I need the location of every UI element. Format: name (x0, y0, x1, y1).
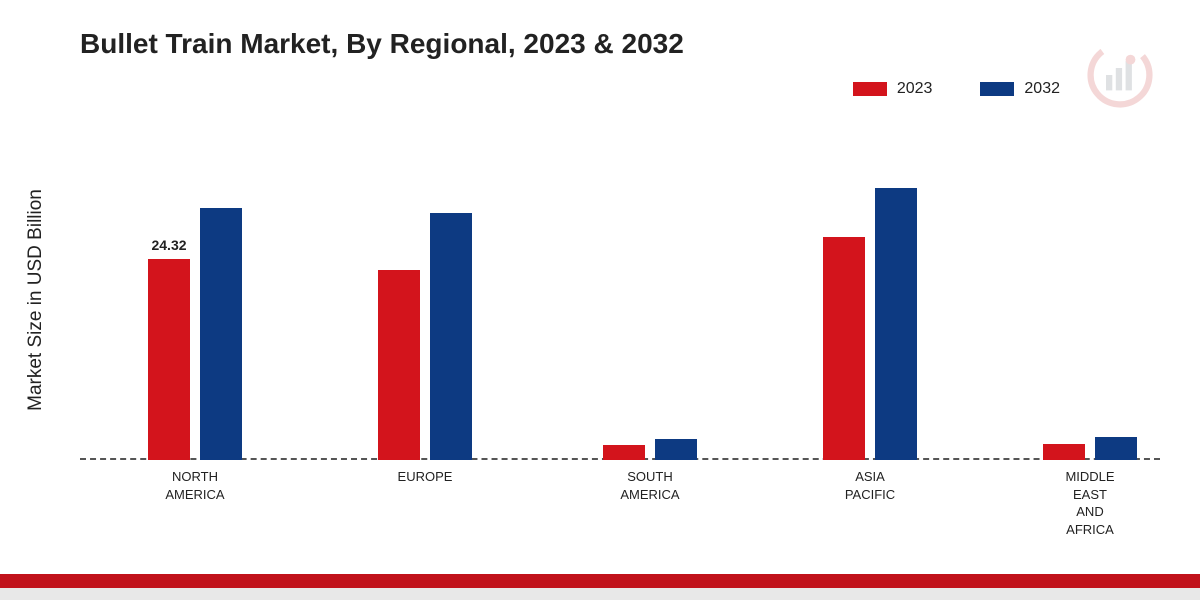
x-axis-category-label: ASIA PACIFIC (800, 468, 940, 503)
bar-group (815, 188, 925, 460)
legend-item-2023: 2023 (853, 80, 933, 98)
legend-swatch-2023 (853, 82, 887, 96)
x-axis-category-label: SOUTH AMERICA (580, 468, 720, 503)
bar (1043, 444, 1085, 461)
x-axis-labels: NORTH AMERICA EUROPE SOUTH AMERICA ASIA PAC… (80, 468, 1160, 548)
x-axis-category-label: NORTH AMERICA (125, 468, 265, 503)
bar-value-label: 24.32 (151, 237, 186, 253)
bar: 24.32 (148, 259, 190, 460)
y-axis-label: Market Size in USD Billion (25, 189, 47, 411)
bar-group: 24.32 (140, 208, 250, 460)
bar-group (370, 213, 480, 461)
x-axis-category-label: EUROPE (355, 468, 495, 486)
bar (430, 213, 472, 461)
legend: 2023 2032 (853, 80, 1060, 98)
bar (655, 439, 697, 460)
watermark-logo-icon (1085, 40, 1155, 110)
bar-group (1035, 437, 1145, 460)
bar (875, 188, 917, 460)
legend-label-2023: 2023 (897, 80, 933, 98)
plot-area: 24.32 (80, 130, 1160, 460)
chart-title: Bullet Train Market, By Regional, 2023 &… (80, 28, 684, 60)
bar-group (595, 439, 705, 460)
legend-item-2032: 2032 (980, 80, 1060, 98)
legend-label-2032: 2032 (1024, 80, 1060, 98)
footer-base-line (0, 588, 1200, 600)
legend-swatch-2032 (980, 82, 1014, 96)
footer-accent-bar (0, 574, 1200, 588)
bar (823, 237, 865, 460)
bar (378, 270, 420, 460)
x-axis-category-label: MIDDLE EAST AND AFRICA (1020, 468, 1160, 538)
bar (603, 445, 645, 460)
bar (200, 208, 242, 460)
bar (1095, 437, 1137, 460)
